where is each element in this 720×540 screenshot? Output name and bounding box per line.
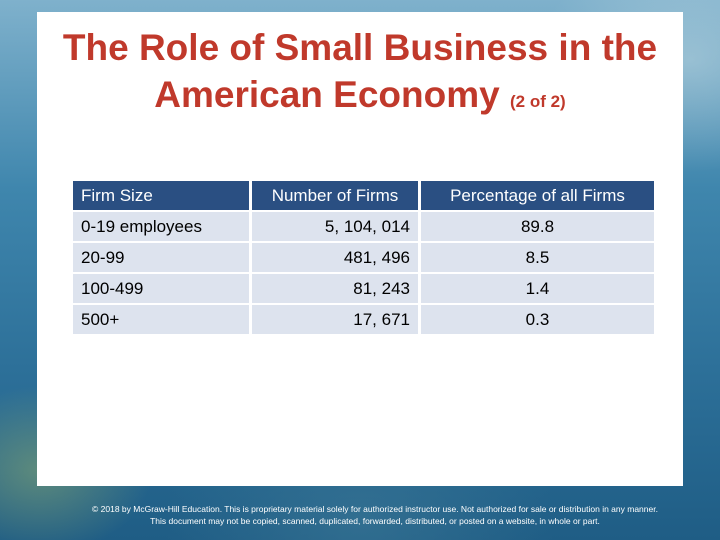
- footer-line-2: This document may not be copied, scanned…: [150, 516, 600, 526]
- table-row: 20-99 481, 496 8.5: [73, 243, 654, 272]
- cell-firm-size: 20-99: [73, 243, 252, 272]
- header-number-of-firms: Number of Firms: [252, 181, 421, 210]
- table-row: 100-499 81, 243 1.4: [73, 274, 654, 303]
- cell-number-of-firms: 5, 104, 014: [252, 212, 421, 241]
- header-percentage: Percentage of all Firms: [421, 181, 654, 210]
- cell-percentage: 0.3: [421, 305, 654, 334]
- cell-firm-size: 500+: [73, 305, 252, 334]
- firm-size-table: Firm Size Number of Firms Percentage of …: [73, 179, 654, 336]
- header-firm-size: Firm Size: [73, 181, 252, 210]
- footer-line-1: © 2018 by McGraw-Hill Education. This is…: [92, 504, 658, 514]
- cell-firm-size: 0-19 employees: [73, 212, 252, 241]
- cell-number-of-firms: 481, 496: [252, 243, 421, 272]
- copyright-footer: © 2018 by McGraw-Hill Education. This is…: [60, 503, 690, 527]
- cell-percentage: 1.4: [421, 274, 654, 303]
- table-row: 500+ 17, 671 0.3: [73, 305, 654, 334]
- cell-number-of-firms: 17, 671: [252, 305, 421, 334]
- slide-title: The Role of Small Business in the Americ…: [0, 24, 720, 125]
- cell-number-of-firms: 81, 243: [252, 274, 421, 303]
- cell-percentage: 89.8: [421, 212, 654, 241]
- title-main: The Role of Small Business in the Americ…: [62, 27, 658, 115]
- title-suffix: (2 of 2): [510, 92, 566, 111]
- cell-percentage: 8.5: [421, 243, 654, 272]
- cell-firm-size: 100-499: [73, 274, 252, 303]
- table-header-row: Firm Size Number of Firms Percentage of …: [73, 181, 654, 210]
- table-row: 0-19 employees 5, 104, 014 89.8: [73, 212, 654, 241]
